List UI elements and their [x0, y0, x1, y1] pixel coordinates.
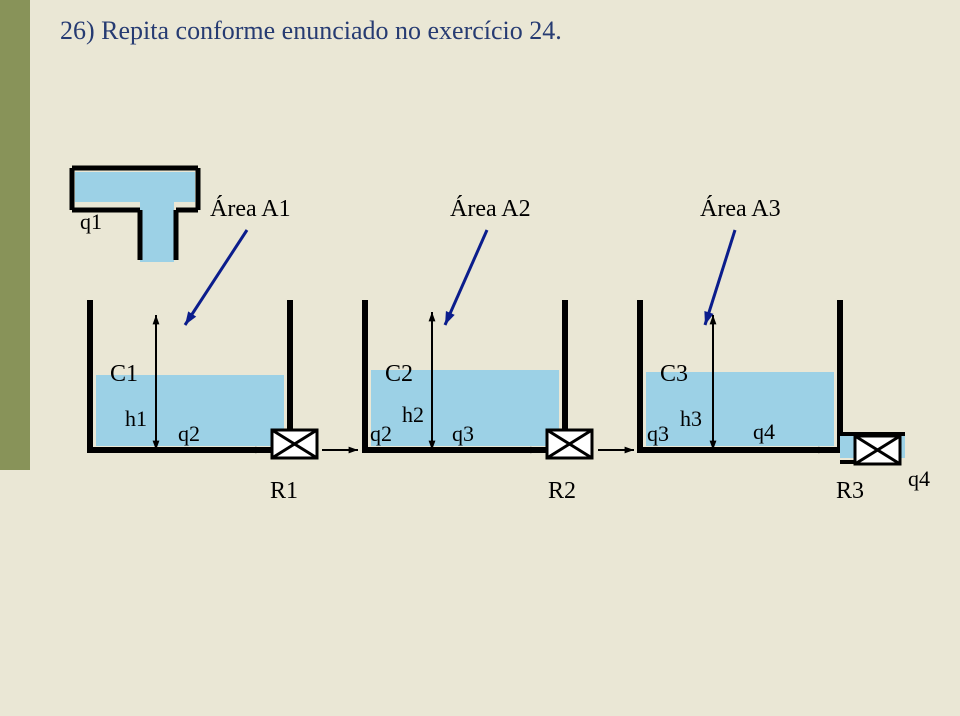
valve-label: R2: [548, 478, 576, 505]
flow-label-q4-out: q4: [908, 466, 930, 492]
area-label: Área A1: [210, 196, 291, 223]
height-label: h3: [680, 406, 702, 432]
flow-label: q3: [452, 421, 474, 447]
height-label: h2: [402, 402, 424, 428]
valve-R3: [855, 436, 900, 464]
flow-label-q1: q1: [80, 209, 102, 235]
flow-label: q2: [178, 421, 200, 447]
accent-bar: [0, 0, 30, 470]
height-label: h1: [125, 406, 147, 432]
valve-label: R1: [270, 478, 298, 505]
valve-R2: [547, 430, 592, 458]
area-label: Área A3: [700, 196, 781, 223]
tank-label: C2: [385, 361, 413, 388]
page-title: 26) Repita conforme enunciado no exercíc…: [60, 16, 562, 46]
tank-label: C3: [660, 361, 688, 388]
valve-label: R3: [836, 478, 864, 505]
flow-label: q4: [753, 419, 775, 445]
flow-label: q2: [370, 421, 392, 447]
flow-label: q3: [647, 421, 669, 447]
tank-label: C1: [110, 361, 138, 388]
valve-R1: [272, 430, 317, 458]
area-label: Área A2: [450, 196, 531, 223]
